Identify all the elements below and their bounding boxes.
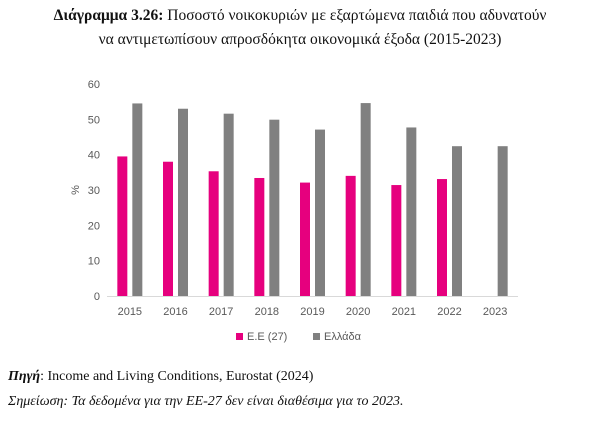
x-tick-label: 2019 <box>300 306 324 318</box>
bar <box>254 177 265 296</box>
bar <box>437 179 447 296</box>
legend-label: Ε.Ε (27) <box>247 331 287 343</box>
x-tick-label: 2017 <box>209 306 233 318</box>
source-line: Πηγή: Income and Living Conditions, Euro… <box>8 369 313 385</box>
bar <box>452 146 462 296</box>
y-axis-label: % <box>70 185 82 195</box>
bar <box>391 185 402 296</box>
bar <box>345 175 356 296</box>
bar <box>315 129 325 296</box>
bar <box>497 146 508 296</box>
bar <box>208 171 219 296</box>
bar-chart: 0 10 20 30 40 50 60% 2015 2016 2017 2018 2019 2020 20… <box>70 79 518 343</box>
bar <box>132 103 143 296</box>
x-tick-label: 2020 <box>346 306 370 318</box>
source-label: Πηγή <box>8 369 41 384</box>
x-tick-label: 2023 <box>483 306 507 318</box>
chart-title-text: Ποσοστό νοικοκυριών με εξαρτώμενα παιδιά… <box>167 7 547 24</box>
x-tick-label: 2016 <box>163 306 187 318</box>
y-tick-label: 10 <box>88 256 100 268</box>
bar <box>223 113 234 297</box>
source-text: Income and Living Conditions, Eurostat (… <box>43 369 314 384</box>
bar <box>269 119 280 296</box>
y-tick-label: 0 <box>94 291 100 303</box>
legend-swatch <box>236 333 243 340</box>
bar <box>117 156 128 296</box>
y-tick-label: 40 <box>88 150 100 162</box>
legend-label: Ελλάδα <box>324 331 362 343</box>
chart-title-line-1: Διάγραμμα 3.26: Ποσοστό νοικοκυριών με ε… <box>0 6 600 26</box>
chart-title-line-2: να αντιμετωπίσουν απροσδόκητα οικονομικά… <box>98 31 502 48</box>
bar <box>163 161 173 296</box>
source-separator: : <box>40 369 44 384</box>
note-line: Σημείωση: Τα δεδομένα για την ΕΕ-27 δεν … <box>8 394 404 409</box>
y-tick-label: 20 <box>88 220 100 232</box>
x-tick-label: 2022 <box>437 306 461 318</box>
x-tick-label: 2021 <box>392 306 416 318</box>
bar <box>360 103 371 296</box>
x-tick-label: 2018 <box>255 306 279 318</box>
y-tick-label: 30 <box>88 185 100 197</box>
figure-number: Διάγραμμα 3.26: <box>53 7 164 24</box>
x-tick-label: 2015 <box>118 306 142 318</box>
y-tick-label: 60 <box>88 79 100 91</box>
legend-swatch <box>313 333 320 340</box>
bar <box>178 108 188 296</box>
bar <box>406 127 417 297</box>
bar <box>300 182 310 296</box>
y-tick-label: 50 <box>88 114 100 126</box>
